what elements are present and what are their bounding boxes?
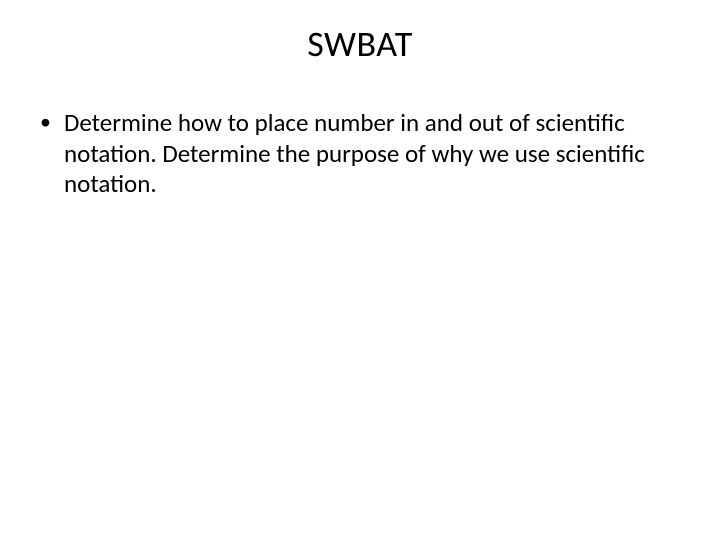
bullet-list: Determine how to place number in and out… (38, 108, 682, 200)
slide: SWBAT Determine how to place number in a… (0, 0, 720, 540)
slide-title: SWBAT (0, 22, 720, 66)
slide-body: Determine how to place number in and out… (38, 108, 682, 200)
list-item: Determine how to place number in and out… (38, 108, 682, 200)
